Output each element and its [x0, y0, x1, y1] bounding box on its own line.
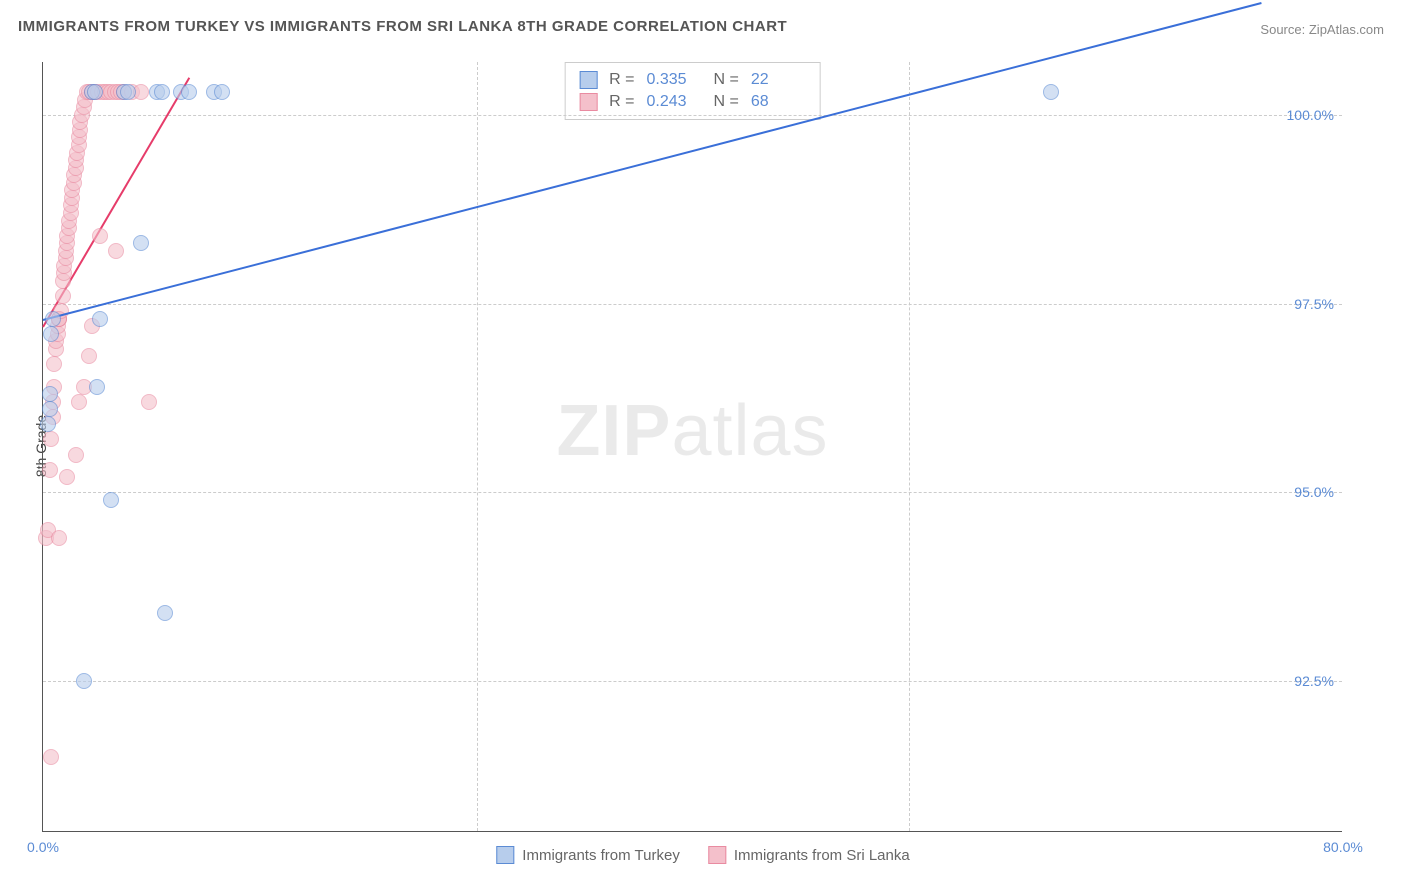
scatter-point	[108, 243, 124, 259]
scatter-point	[45, 311, 61, 327]
legend-item-srilanka: Immigrants from Sri Lanka	[708, 846, 910, 864]
swatch-turkey-icon	[496, 846, 514, 864]
swatch-srilanka	[579, 93, 597, 111]
scatter-point	[133, 235, 149, 251]
scatter-point	[46, 356, 62, 372]
gridline-vertical	[477, 62, 478, 831]
legend-item-turkey: Immigrants from Turkey	[496, 846, 680, 864]
trend-line	[43, 2, 1262, 321]
gridline-horizontal	[43, 492, 1342, 493]
legend-label-turkey: Immigrants from Turkey	[522, 847, 680, 864]
scatter-point	[141, 394, 157, 410]
n-label: N =	[714, 93, 739, 111]
n-label: N =	[714, 71, 739, 89]
gridline-vertical	[909, 62, 910, 831]
chart-plot-area: ZIPatlas R = 0.335 N = 22 R = 0.243 N = …	[42, 62, 1342, 832]
scatter-point	[157, 605, 173, 621]
swatch-srilanka-icon	[708, 846, 726, 864]
scatter-point	[68, 447, 84, 463]
r-label: R =	[609, 93, 634, 111]
r-value-srilanka: 0.243	[647, 93, 702, 111]
scatter-point	[89, 379, 105, 395]
scatter-point	[51, 530, 67, 546]
scatter-point	[154, 84, 170, 100]
source-name: ZipAtlas.com	[1309, 22, 1384, 37]
gridline-horizontal	[43, 115, 1342, 116]
scatter-point	[42, 386, 58, 402]
scatter-point	[103, 492, 119, 508]
x-tick-label: 0.0%	[27, 839, 59, 855]
scatter-point	[120, 84, 136, 100]
chart-title: IMMIGRANTS FROM TURKEY VS IMMIGRANTS FRO…	[18, 18, 787, 35]
stats-legend: R = 0.335 N = 22 R = 0.243 N = 68	[564, 62, 821, 120]
source-label: Source:	[1260, 22, 1305, 37]
scatter-point	[87, 84, 103, 100]
n-value-srilanka: 68	[751, 93, 806, 111]
scatter-point	[42, 401, 58, 417]
y-tick-label: 100.0%	[1287, 107, 1334, 123]
swatch-turkey	[579, 71, 597, 89]
x-tick-label: 80.0%	[1323, 839, 1363, 855]
scatter-point	[92, 311, 108, 327]
scatter-point	[71, 394, 87, 410]
r-value-turkey: 0.335	[647, 71, 702, 89]
scatter-point	[43, 749, 59, 765]
y-tick-label: 95.0%	[1294, 484, 1334, 500]
scatter-point	[55, 288, 71, 304]
scatter-point	[181, 84, 197, 100]
scatter-point	[43, 431, 59, 447]
gridline-horizontal	[43, 304, 1342, 305]
stats-row-turkey: R = 0.335 N = 22	[579, 69, 806, 91]
watermark: ZIPatlas	[556, 390, 828, 472]
gridline-horizontal	[43, 681, 1342, 682]
scatter-point	[81, 348, 97, 364]
y-tick-label: 97.5%	[1294, 296, 1334, 312]
source-attribution: Source: ZipAtlas.com	[1260, 22, 1384, 37]
scatter-point	[1043, 84, 1059, 100]
r-label: R =	[609, 71, 634, 89]
bottom-legend: Immigrants from Turkey Immigrants from S…	[496, 846, 909, 864]
scatter-point	[76, 673, 92, 689]
scatter-point	[92, 228, 108, 244]
scatter-point	[42, 462, 58, 478]
scatter-point	[214, 84, 230, 100]
stats-row-srilanka: R = 0.243 N = 68	[579, 91, 806, 113]
watermark-bold: ZIP	[556, 391, 671, 471]
scatter-point	[43, 326, 59, 342]
scatter-point	[59, 469, 75, 485]
legend-label-srilanka: Immigrants from Sri Lanka	[734, 847, 910, 864]
scatter-point	[40, 416, 56, 432]
watermark-rest: atlas	[671, 391, 828, 471]
y-tick-label: 92.5%	[1294, 673, 1334, 689]
n-value-turkey: 22	[751, 71, 806, 89]
